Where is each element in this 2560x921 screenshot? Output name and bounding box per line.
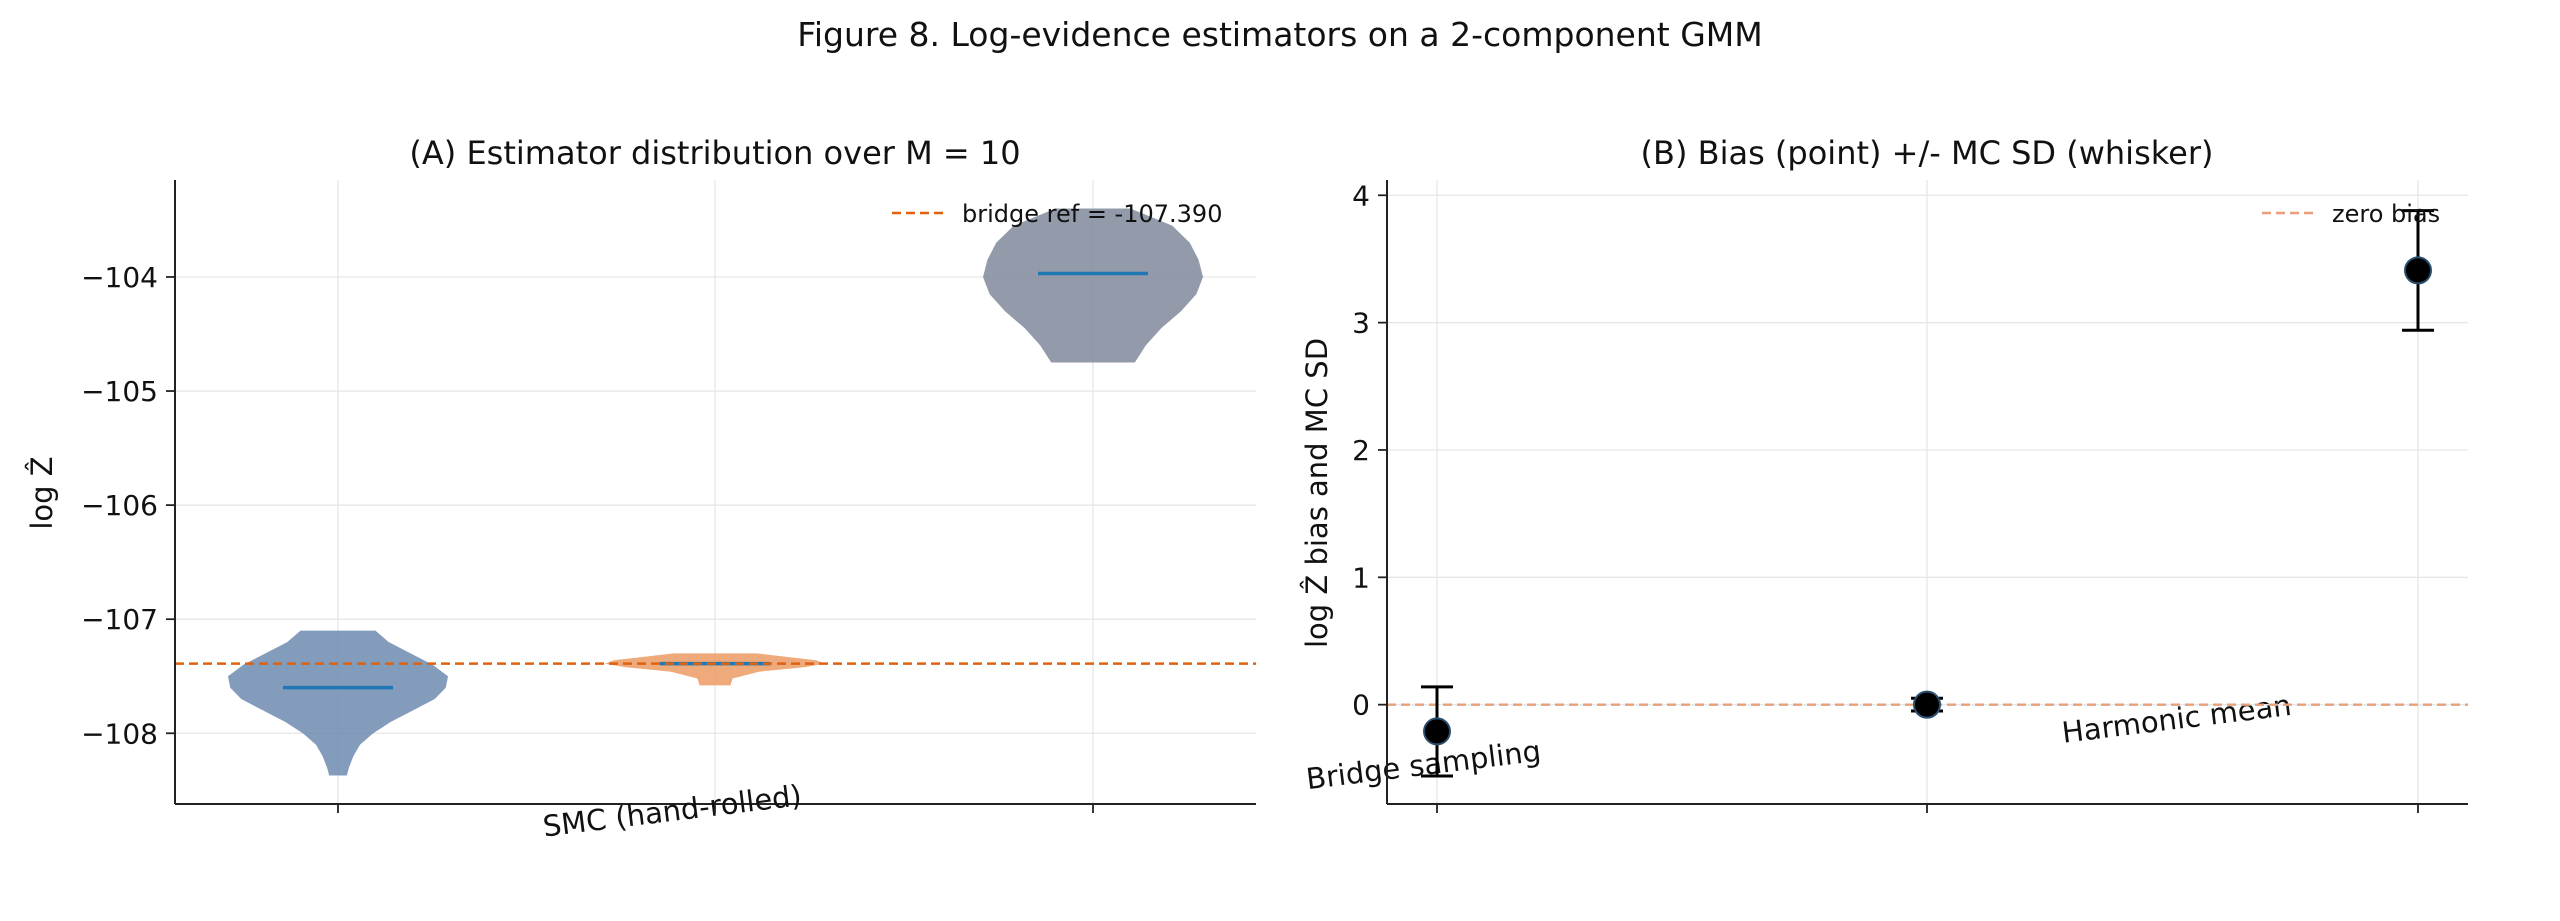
panel-b-y-tick-label: 3 bbox=[1352, 307, 1370, 340]
bias-point-3 bbox=[2404, 256, 2432, 285]
panel-a-title: (A) Estimator distribution over M = 10 bbox=[409, 134, 1020, 172]
bias-point-2 bbox=[1913, 690, 1941, 719]
bias-point-1 bbox=[1423, 717, 1451, 746]
panel-a-y-tick-label: −104 bbox=[81, 261, 158, 294]
violin-2 bbox=[605, 653, 825, 686]
panel-b-grid bbox=[1387, 180, 2468, 804]
panel-a-y-tick-label: −108 bbox=[81, 717, 158, 750]
panel-b-legend-label: zero bias bbox=[2332, 200, 2440, 228]
panel-b-legend: zero bias bbox=[2262, 200, 2440, 228]
violin-3 bbox=[983, 208, 1203, 363]
panel-b-title: (B) Bias (point) +/- MC SD (whisker) bbox=[1641, 134, 2214, 172]
panel-a-ylabel: log Ẑ bbox=[25, 456, 59, 529]
panel-a-y-tick-label: −107 bbox=[81, 603, 158, 636]
panel-a-y-tick-label: −105 bbox=[81, 375, 158, 408]
panel-b-y-tick-label: 2 bbox=[1352, 434, 1370, 467]
figure-title: Figure 8. Log-evidence estimators on a 2… bbox=[797, 15, 1762, 54]
panel-b-y-tick-label: 1 bbox=[1352, 561, 1370, 594]
panel-b-points bbox=[1421, 209, 2434, 778]
panel-a-y-tick-label: −106 bbox=[81, 489, 158, 522]
panel-a-legend: bridge ref = -107.390 bbox=[892, 200, 1222, 228]
panel-b-y-tick-label: 0 bbox=[1352, 689, 1370, 722]
panel-b-ticks: 01234SMC (hand-rolled)Bridge samplingHar… bbox=[1352, 179, 2419, 813]
panel-b-errorbar-chart: 01234SMC (hand-rolled)Bridge samplingHar… bbox=[1300, 134, 2468, 813]
panel-b-ylabel: log Ẑ bias and MC SD bbox=[1300, 338, 1334, 648]
violin-1 bbox=[228, 630, 448, 776]
panel-b-y-tick-label: 4 bbox=[1352, 179, 1370, 212]
panel-a-violins bbox=[228, 208, 1203, 776]
panel-a-legend-label: bridge ref = -107.390 bbox=[962, 200, 1222, 228]
